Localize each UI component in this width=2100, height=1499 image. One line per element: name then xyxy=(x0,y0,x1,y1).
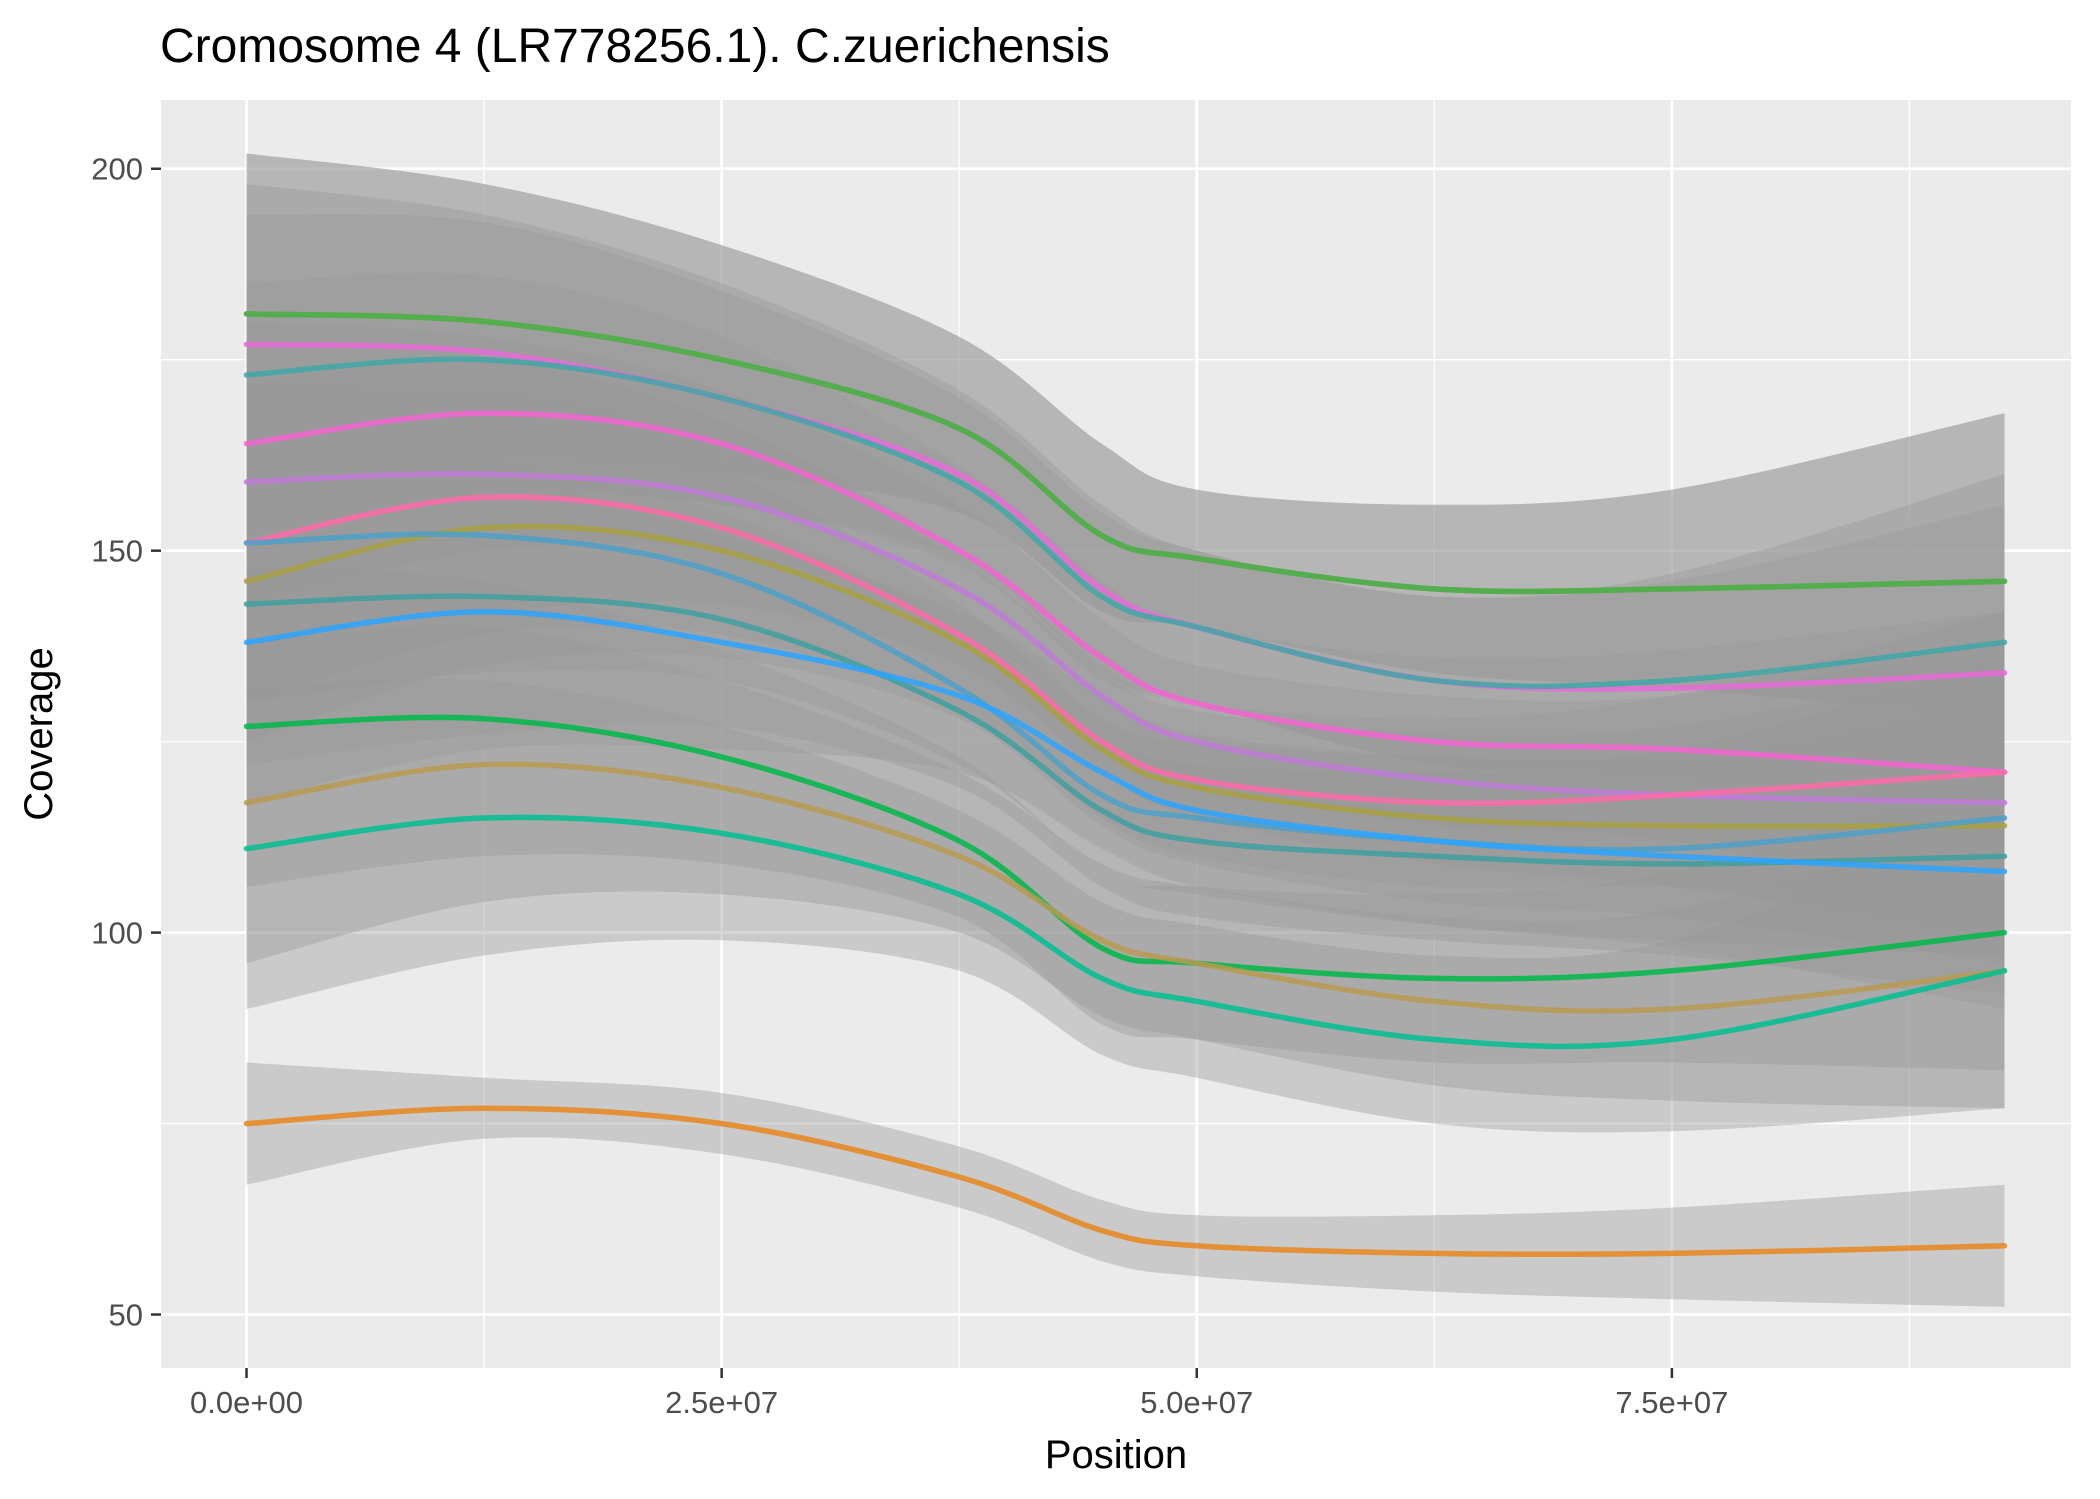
series-line-4 xyxy=(243,410,2008,775)
series-line-7 xyxy=(243,523,2008,829)
y-tick-label-0: 50 xyxy=(109,1298,143,1333)
series-lines xyxy=(243,311,2008,1258)
confidence-band-1 xyxy=(246,153,2005,719)
series-line-3 xyxy=(243,356,2008,690)
x-tick-label-3: 7.5e+07 xyxy=(1615,1385,1728,1420)
confidence-band-3 xyxy=(246,214,2005,796)
y-axis: 50 100 150 200 xyxy=(91,152,161,1333)
confidence-band-5 xyxy=(246,321,2005,941)
confidence-band-8 xyxy=(246,382,2005,956)
series-line-9 xyxy=(243,593,2008,867)
x-tick-label-0: 0.0e+00 xyxy=(190,1385,303,1420)
series-line-8 xyxy=(243,531,2008,853)
plot-panel xyxy=(161,100,2071,1368)
x-tick-label-2: 5.0e+07 xyxy=(1140,1385,1253,1420)
confidence-band-2 xyxy=(246,184,2005,818)
x-axis: 0.0e+00 2.5e+07 5.0e+07 7.5e+07 xyxy=(190,1368,1728,1420)
series-line-12 xyxy=(243,761,2008,1014)
confidence-band-13 xyxy=(246,678,2005,1133)
series-line-2 xyxy=(243,341,2008,692)
series-line-1 xyxy=(243,311,2008,595)
y-tick-label-1: 100 xyxy=(91,916,143,951)
y-tick-label-3: 200 xyxy=(91,152,143,187)
series-line-10 xyxy=(243,609,2008,875)
confidence-band-14 xyxy=(246,1062,2005,1307)
minor-gridlines xyxy=(161,100,2071,1368)
series-line-6 xyxy=(243,494,2008,807)
confidence-band-9 xyxy=(246,443,2005,994)
y-axis-title: Coverage xyxy=(17,647,61,820)
confidence-band-10 xyxy=(246,471,2005,1009)
confidence-bands xyxy=(246,153,2005,1307)
x-axis-title: Position xyxy=(1045,1433,1187,1477)
confidence-band-11 xyxy=(246,566,2005,1071)
series-line-11 xyxy=(243,714,2008,982)
y-tick-label-2: 150 xyxy=(91,534,143,569)
chart-title: Cromosome 4 (LR778256.1). C.zuerichensis xyxy=(160,20,1110,73)
confidence-band-7 xyxy=(246,389,2005,964)
confidence-band-0 xyxy=(246,153,2005,719)
series-line-14 xyxy=(243,1105,2008,1258)
confidence-band-6 xyxy=(246,358,2005,910)
series-line-13 xyxy=(243,814,2008,1050)
x-tick-label-1: 2.5e+07 xyxy=(665,1385,778,1420)
